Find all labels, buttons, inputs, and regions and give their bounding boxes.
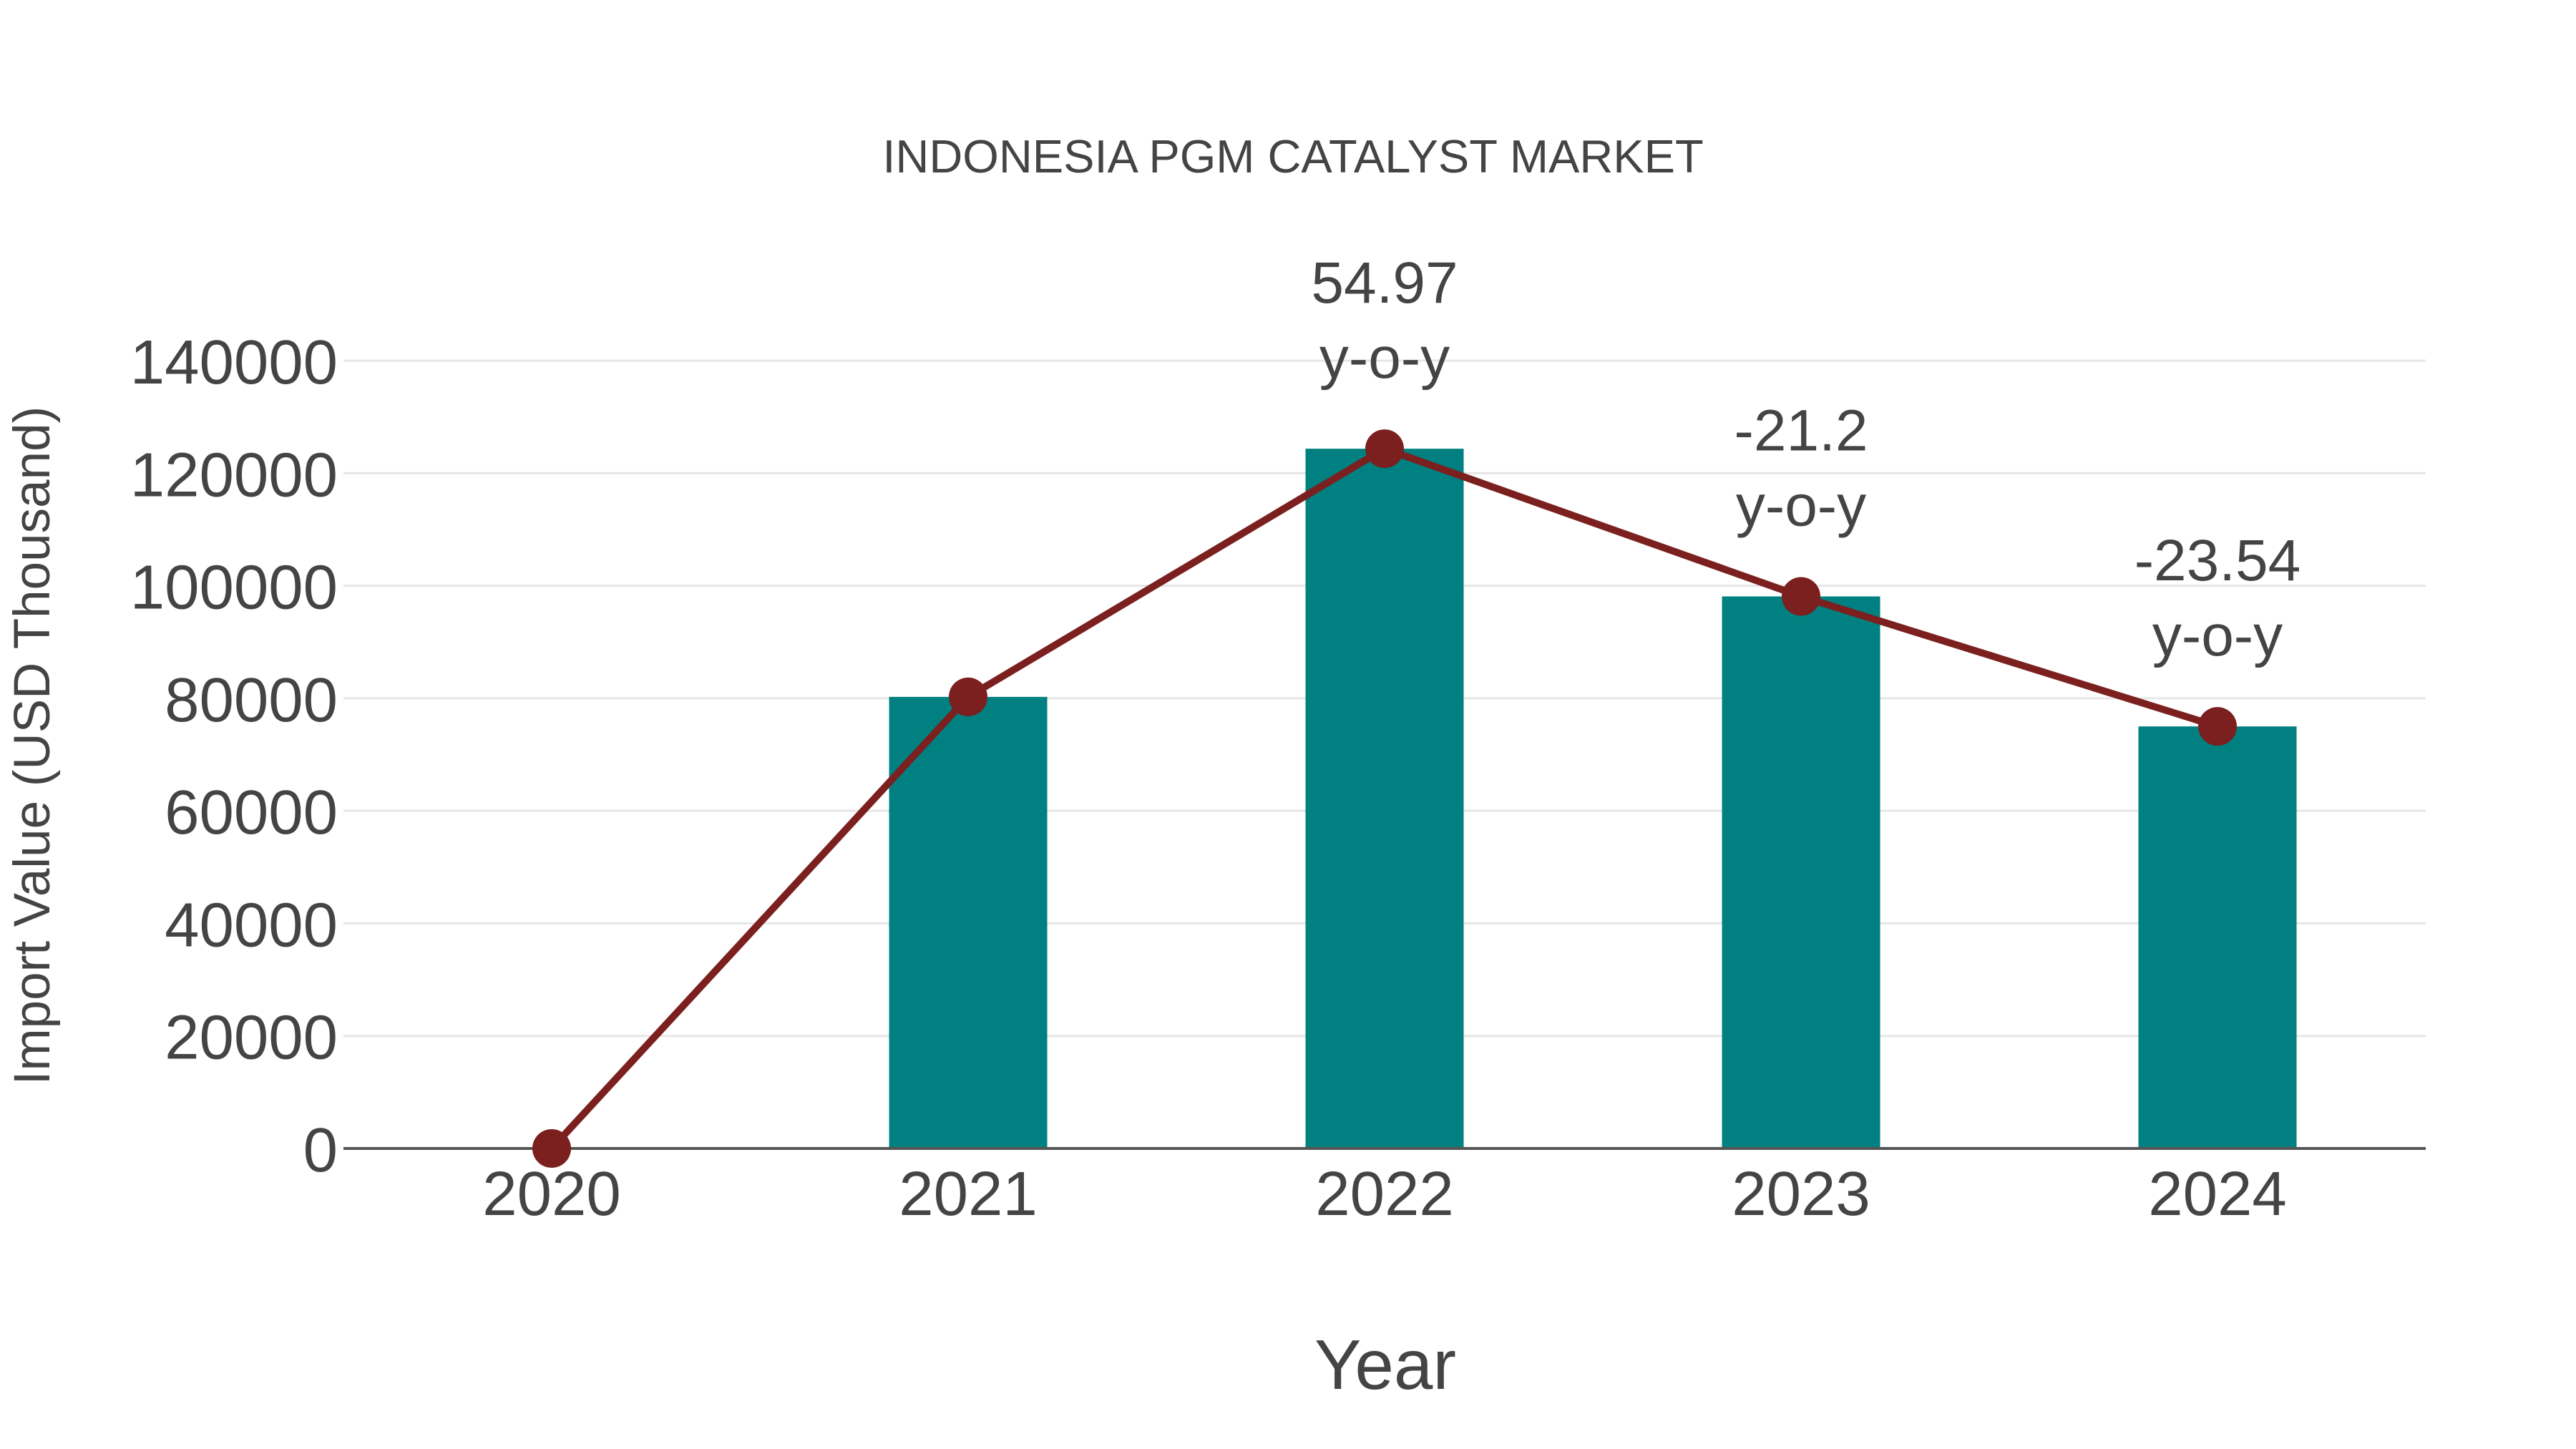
y-tick-label: 40000 — [165, 890, 338, 960]
x-axis-title: Year — [1314, 1325, 1456, 1404]
marker-2022 — [1365, 429, 1404, 469]
y-axis-title: Import Value (USD Thousand) — [4, 406, 61, 1085]
chart-title: INDONESIA PGM CATALYST MARKET — [882, 130, 1703, 182]
yoy-annotation: -23.54 y-o-y — [2135, 528, 2301, 668]
y-tick-label: 120000 — [130, 440, 338, 509]
yoy-annotation: -21.2 y-o-y — [1735, 399, 1868, 539]
marker-2024 — [2198, 707, 2237, 746]
x-tick-label: 2024 — [2148, 1159, 2287, 1229]
bar-2021 — [889, 696, 1048, 1148]
yoy-value: 54.97 — [1311, 250, 1458, 316]
bar-2023 — [1722, 596, 1880, 1148]
bar-series — [889, 449, 2297, 1148]
x-axis-ticks: 2020 2021 2022 2023 2024 — [482, 1159, 2287, 1229]
y-tick-label: 140000 — [130, 328, 338, 397]
x-tick-label: 2022 — [1315, 1159, 1454, 1229]
bar-2024 — [2138, 726, 2297, 1148]
x-tick-label: 2020 — [482, 1159, 621, 1229]
yoy-value: -23.54 — [2135, 528, 2301, 593]
line-series — [532, 429, 2237, 1168]
yoy-suffix: y-o-y — [1736, 474, 1866, 539]
marker-2020 — [532, 1129, 571, 1168]
yoy-suffix: y-o-y — [1319, 326, 1450, 391]
marker-2023 — [1782, 577, 1820, 616]
yoy-value: -21.2 — [1735, 399, 1868, 464]
y-tick-label: 0 — [303, 1116, 338, 1185]
x-tick-label: 2021 — [899, 1159, 1038, 1229]
y-tick-label: 100000 — [130, 553, 338, 623]
yoy-annotation: 54.97 y-o-y — [1311, 250, 1458, 391]
y-tick-label: 60000 — [165, 778, 338, 847]
marker-2021 — [949, 677, 987, 716]
bar-2022 — [1305, 449, 1464, 1148]
yoy-suffix: y-o-y — [2152, 603, 2283, 668]
y-tick-label: 20000 — [165, 1003, 338, 1073]
x-tick-label: 2023 — [1732, 1159, 1870, 1229]
y-tick-label: 80000 — [165, 665, 338, 735]
y-axis-ticks: 0 20000 40000 60000 80000 100000 120000 140000 — [130, 328, 338, 1185]
annotations: 54.97 y-o-y -21.2 y-o-y -23.54 y-o-y — [1311, 250, 2301, 668]
